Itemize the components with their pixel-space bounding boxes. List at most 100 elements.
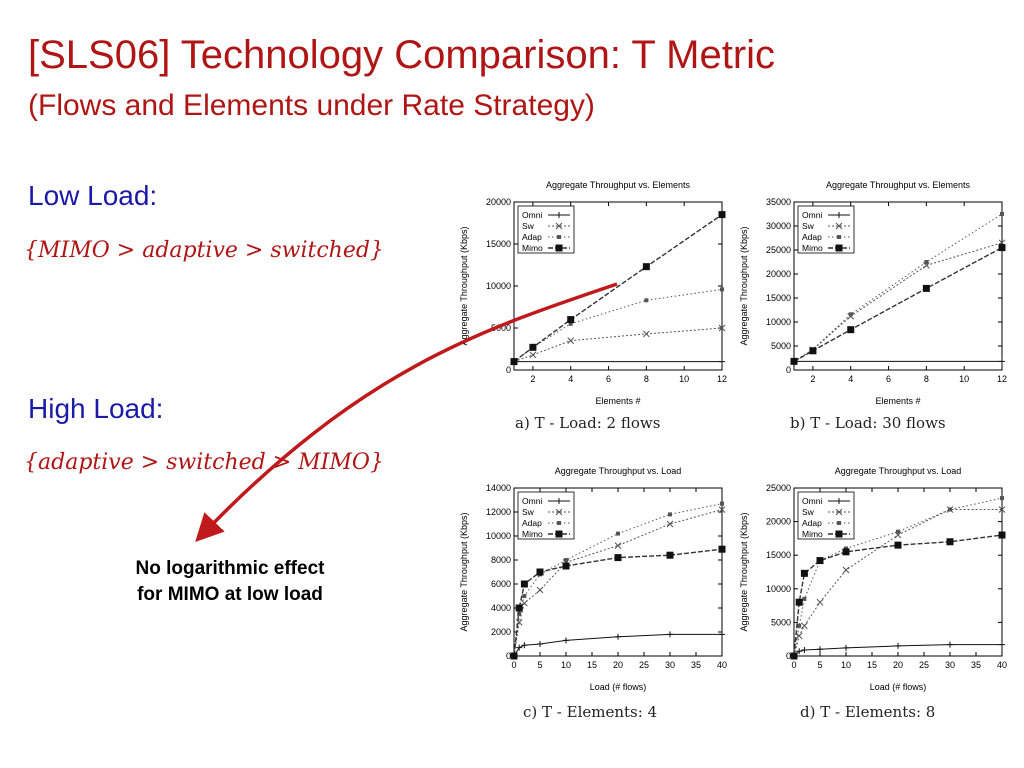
legend-label: Adap [522, 232, 542, 242]
legend-label: Sw [522, 221, 535, 231]
x-tick-label: 0 [791, 660, 796, 670]
data-point [510, 652, 518, 660]
annotation-note: No logarithmic effect for MIMO at low lo… [100, 556, 360, 608]
legend-box [797, 491, 855, 540]
legend-label: Omni [522, 210, 542, 220]
y-tick-label: 15000 [766, 293, 791, 303]
series-line [513, 548, 723, 657]
data-point [529, 343, 537, 351]
x-tick-label: 30 [945, 660, 955, 670]
data-point [795, 598, 803, 606]
chart-a: Aggregate Throughput vs. Elements Element… [459, 180, 727, 406]
y-tick-label: 30000 [766, 221, 791, 231]
data-point [1000, 496, 1004, 501]
data-point [642, 263, 650, 271]
data-point [924, 260, 929, 264]
legend-marker [836, 212, 842, 218]
legend-label: Omni [522, 496, 542, 506]
y-axis-label: Aggregate Throughput (Kbps) [459, 227, 469, 346]
data-point [800, 569, 808, 577]
x-tick-label: 35 [971, 660, 981, 670]
data-point [847, 326, 855, 334]
caption-d: d) T - Elements: 8 [800, 703, 936, 721]
legend-label: Mimo [802, 243, 823, 253]
y-tick-label: 8000 [491, 555, 511, 565]
legend-label: Adap [802, 518, 822, 528]
data-point [643, 330, 650, 338]
data-point [520, 580, 528, 588]
slide-title: [SLS06] Technology Comparison: T Metric [28, 33, 776, 77]
x-tick-label: 25 [639, 660, 649, 670]
chart-title: Aggregate Throughput vs. Elements [826, 180, 970, 190]
data-point [536, 586, 544, 594]
data-point [522, 594, 527, 598]
x-axis-label: Elements # [875, 396, 920, 406]
legend-label: Sw [802, 221, 815, 231]
x-tick-label: 20 [893, 660, 903, 670]
x-tick-label: 35 [691, 660, 701, 670]
x-tick-label: 40 [717, 660, 727, 670]
x-tick-label: 0 [511, 660, 516, 670]
x-tick-label: 2 [810, 374, 815, 384]
series-line [513, 509, 723, 657]
data-point [720, 287, 724, 292]
series-mimo [510, 545, 726, 660]
data-point [1000, 212, 1004, 216]
legend-marker [835, 530, 843, 538]
x-tick-label: 12 [717, 374, 727, 384]
x-tick-label: 8 [644, 374, 649, 384]
data-point [615, 633, 621, 640]
series-line [793, 534, 1003, 657]
data-point [536, 568, 544, 576]
x-tick-label: 10 [679, 374, 689, 384]
data-point [790, 652, 798, 660]
legend-label: Sw [802, 507, 815, 517]
y-tick-label: 0 [786, 365, 791, 375]
legend-marker [836, 498, 842, 504]
data-point [947, 641, 953, 648]
y-tick-label: 5000 [491, 323, 511, 333]
data-point [720, 501, 724, 506]
x-tick-label: 25 [919, 660, 929, 670]
x-tick-label: 5 [537, 660, 542, 670]
y-axis-label: Aggregate Throughput (Kbps) [459, 513, 469, 632]
data-point [563, 637, 569, 644]
data-point [895, 642, 901, 649]
x-tick-label: 10 [841, 660, 851, 670]
series-mimo [790, 244, 1006, 365]
data-point [516, 644, 523, 651]
series-line [793, 509, 1002, 657]
data-point [718, 545, 726, 553]
legend-marker [557, 235, 561, 239]
data-point [510, 358, 518, 366]
data-point [816, 557, 824, 565]
data-point [790, 357, 798, 365]
x-tick-label: 2 [530, 374, 535, 384]
y-tick-label: 4000 [491, 603, 511, 613]
y-tick-label: 0 [786, 651, 791, 661]
y-tick-label: 20000 [486, 197, 511, 207]
x-tick-label: 15 [867, 660, 877, 670]
legend-marker [555, 222, 563, 230]
y-tick-label: 25000 [766, 245, 791, 255]
x-tick-label: 40 [997, 660, 1007, 670]
y-tick-label: 25000 [766, 483, 791, 493]
legend-label: Mimo [522, 243, 543, 253]
y-tick-label: 10000 [766, 584, 791, 594]
data-point [537, 641, 543, 647]
chart-b: Aggregate Throughput vs. Elements Element… [739, 180, 1007, 406]
data-point [644, 298, 649, 303]
chart-c: Aggregate Throughput vs. Load Load (# flo… [459, 466, 727, 692]
data-point [842, 548, 850, 556]
data-point [816, 598, 824, 606]
x-tick-label: 6 [886, 374, 891, 384]
y-tick-label: 15000 [486, 239, 511, 249]
data-point [668, 512, 672, 517]
y-tick-label: 15000 [766, 550, 791, 560]
data-point [999, 641, 1005, 648]
legend-marker [835, 222, 843, 230]
y-tick-label: 0 [506, 651, 511, 661]
annotation-note-line1: No logarithmic effect [135, 558, 325, 579]
legend-label: Mimo [802, 529, 823, 539]
